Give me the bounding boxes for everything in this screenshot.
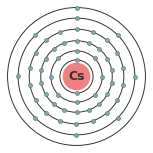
Text: Cs: Cs [68, 70, 85, 83]
Circle shape [63, 63, 90, 90]
